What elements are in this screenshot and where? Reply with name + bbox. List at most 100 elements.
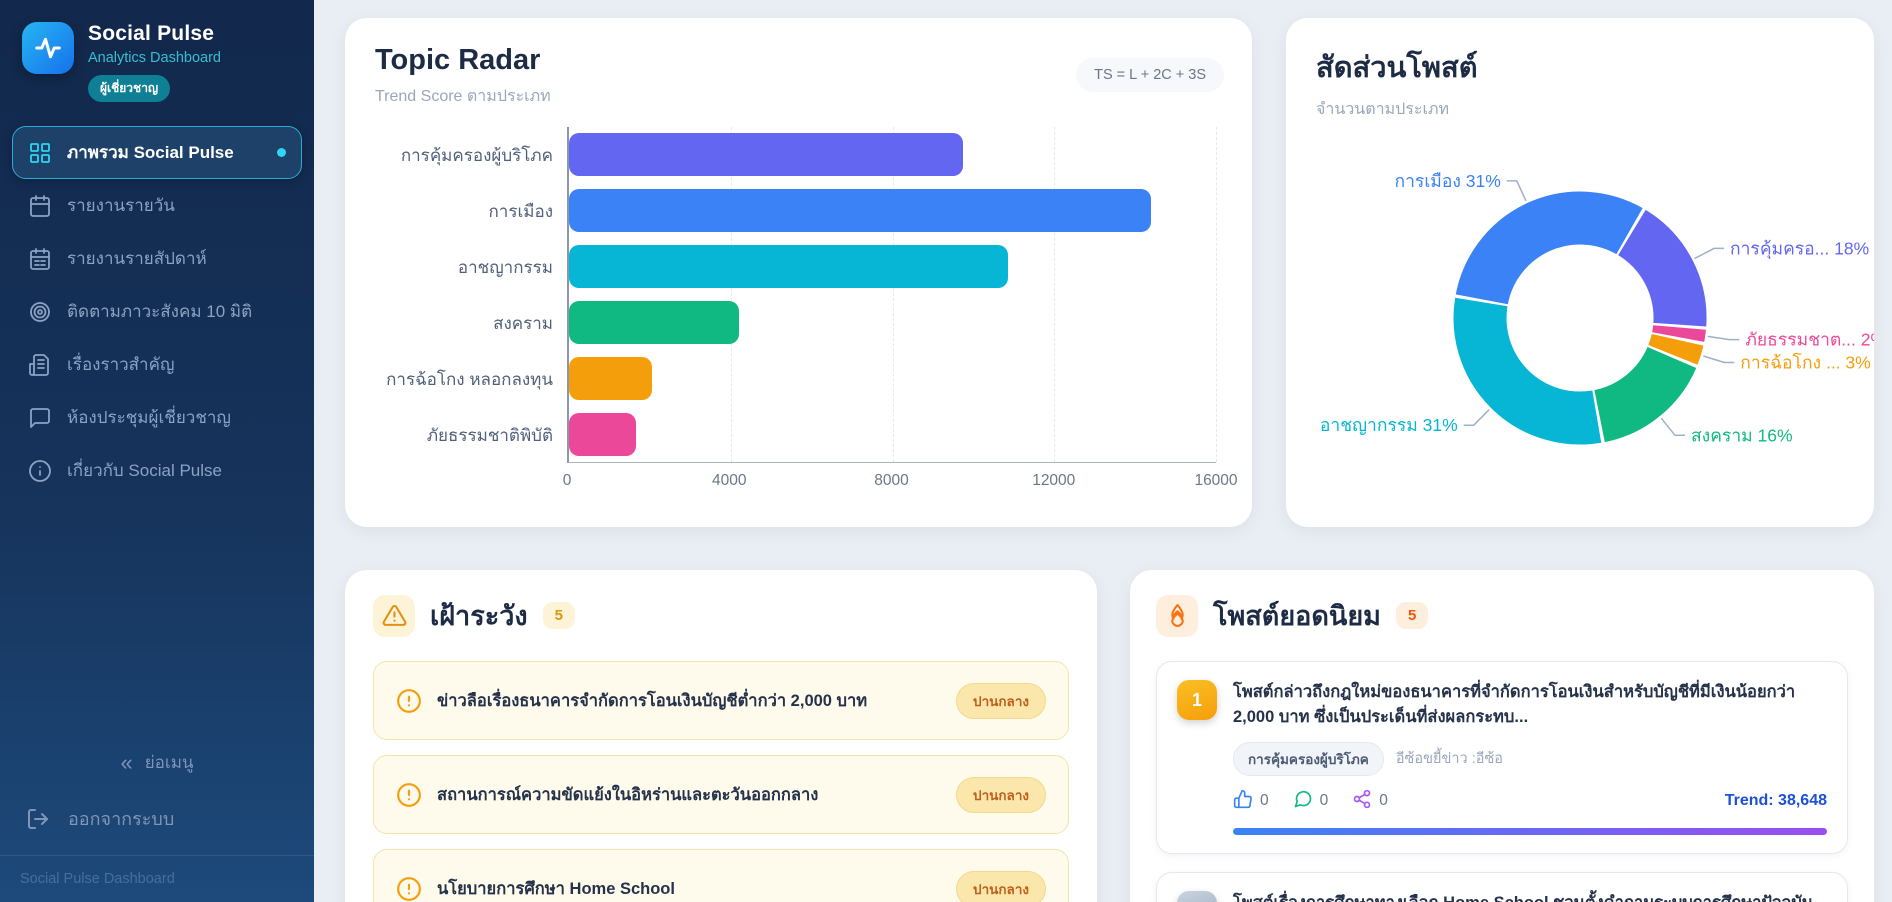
target-icon <box>28 300 52 324</box>
bar-category-label: การฉ้อโกง หลอกลงทุน <box>386 369 553 389</box>
sidebar-nav-item[interactable]: ภาพรวม Social Pulse <box>12 126 302 179</box>
topic-radar-subtitle: Trend Score ตามประเภท <box>375 88 551 105</box>
sidebar-nav-item[interactable]: เรื่องราวสำคัญ <box>12 338 302 391</box>
post-rank-badge: 1 <box>1177 680 1217 720</box>
watchlist-items: ข่าวลือเรื่องธนาคารจำกัดการโอนเงินบัญชีต… <box>373 661 1069 902</box>
sidebar-spacer <box>0 497 314 739</box>
post-trend-value: Trend: 38,648 <box>1724 792 1827 809</box>
sidebar-nav-label: เกี่ยวกับ Social Pulse <box>67 461 222 480</box>
bar-5 <box>569 413 636 456</box>
user-role-badge: ผู้เชี่ยวชาญ <box>88 75 171 102</box>
x-axis-ticks: 0 4000 8000 12000 16000 <box>563 472 1238 498</box>
sidebar-nav-item[interactable]: เกี่ยวกับ Social Pulse <box>12 444 302 497</box>
news-icon <box>28 353 52 377</box>
donut-label: การฉ้อโกง ... 3% <box>1740 353 1870 373</box>
sidebar: Social Pulse Analytics Dashboard ผู้เชี่… <box>0 0 314 902</box>
logout-label: ออกจากระบบ <box>68 809 175 829</box>
sidebar-nav-label: รายงานรายสัปดาห์ <box>67 249 207 268</box>
pulse-icon <box>35 37 61 59</box>
post-item[interactable]: 2 โพสต์เรื่องการศึกษาทางเลือก Home Schoo… <box>1156 871 1848 902</box>
watchlist-item-text: ข่าวลือเรื่องธนาคารจำกัดการโอนเงินบัญชีต… <box>437 691 868 710</box>
bar-3 <box>569 301 739 344</box>
post-item[interactable]: 1 โพสต์กล่าวถึงกฎใหม่ของธนาคารที่จำกัดกา… <box>1156 661 1848 854</box>
topic-radar-card: Topic Radar Trend Score ตามประเภท TS = L… <box>345 18 1252 527</box>
post-text: โพสต์เรื่องการศึกษาทางเลือก Home School … <box>1233 891 1827 902</box>
donut-label: อาชญากรรม 31% <box>1320 415 1458 435</box>
share-count: 0 <box>1379 792 1388 809</box>
comment-count: 0 <box>1319 792 1329 809</box>
thumbs-up-icon <box>1233 789 1253 814</box>
brand-block: Social Pulse Analytics Dashboard ผู้เชี่… <box>0 0 314 112</box>
post-text: โพสต์กล่าวถึงกฎใหม่ของธนาคารที่จำกัดการโ… <box>1233 683 1796 726</box>
donut-label-line <box>1707 335 1740 341</box>
watchlist-title: เฝ้าระวัง <box>430 601 528 631</box>
bar-2 <box>569 245 1008 288</box>
top-posts-list: 1 โพสต์กล่าวถึงกฎใหม่ของธนาคารที่จำกัดกา… <box>1156 661 1848 902</box>
calendar-week-icon <box>28 247 52 271</box>
grid-icon <box>28 141 52 165</box>
main-content: Topic Radar Trend Score ตามประเภท TS = L… <box>314 0 1892 902</box>
alert-circle-icon <box>396 876 422 902</box>
watchlist-count-badge: 5 <box>542 602 575 629</box>
flame-icon <box>1156 594 1198 637</box>
alert-circle-icon <box>396 688 422 714</box>
donut-label-line <box>1660 417 1685 437</box>
donut-label-line <box>1694 247 1724 260</box>
watchlist-card: เฝ้าระวัง 5 ข่าวลือเรื่องธนาคารจำกัดการโ… <box>345 570 1097 902</box>
top-posts-title: โพสต์ยอดนิยม <box>1213 601 1381 631</box>
collapse-menu-button[interactable]: « ย่อเมนู <box>0 739 314 790</box>
x-tick-label: 12000 <box>1032 472 1076 489</box>
bar-1 <box>569 189 1152 232</box>
top-posts-count-badge: 5 <box>1395 602 1429 629</box>
bar-4 <box>569 357 652 400</box>
watchlist-item[interactable]: สถานการณ์ความขัดแย้งในอิหร่านและตะวันออก… <box>373 755 1069 834</box>
sidebar-nav-label: เรื่องราวสำคัญ <box>67 355 175 374</box>
bar-category-label: อาชญากรรม <box>457 257 553 277</box>
post-share-title: สัดส่วนโพสต์ <box>1316 52 1478 84</box>
watchlist-item-text: สถานการณ์ความขัดแย้งในอิหร่านและตะวันออก… <box>437 785 819 804</box>
warning-triangle-icon <box>373 594 415 637</box>
logout-button[interactable]: ออกจากระบบ <box>0 790 314 855</box>
donut-label: สงคราม 16% <box>1691 425 1793 445</box>
donut-slice-1 <box>1617 209 1707 327</box>
bar-0 <box>569 133 964 176</box>
comment-icon <box>1293 789 1313 814</box>
logout-icon <box>28 808 48 829</box>
collapse-menu-label: ย่อเมนู <box>144 753 194 772</box>
x-tick-label: 4000 <box>712 472 747 489</box>
watchlist-item[interactable]: ข่าวลือเรื่องธนาคารจำกัดการโอนเงินบัญชีต… <box>373 661 1069 740</box>
post-source: อีซ้อขยี้ข่าว :อีซ้อ <box>1395 751 1504 767</box>
donut-slice-5 <box>1453 297 1602 445</box>
alert-circle-icon <box>396 782 422 808</box>
bar-category-label: ภัยธรรมชาติพิบัติ <box>426 425 553 445</box>
donut-label: การคุ้มครอ... 18% <box>1730 238 1869 259</box>
watchlist-item-text: นโยบายการศึกษา Home School <box>437 879 675 898</box>
donut-slice-2 <box>1652 324 1706 342</box>
sidebar-nav-item[interactable]: รายงานรายวัน <box>12 179 302 232</box>
bar-plot: 0 4000 8000 12000 16000 <box>563 127 1238 511</box>
sidebar-nav-label: ภาพรวม Social Pulse <box>67 143 234 162</box>
trend-score-formula-badge: TS = L + 2C + 3S <box>1076 58 1224 92</box>
app-subtitle: Analytics Dashboard <box>88 50 221 66</box>
post-category-tag[interactable]: การคุ้มครองผู้บริโภค <box>1233 741 1384 776</box>
bar-category-label: การเมือง <box>488 201 554 221</box>
sidebar-nav-item[interactable]: ห้องประชุมผู้เชี่ยวชาญ <box>12 391 302 444</box>
sidebar-nav-item[interactable]: ติดตามภาวะสังคม 10 มิติ <box>12 285 302 338</box>
donut-slice-4 <box>1593 346 1697 443</box>
severity-badge: ปานกลาง <box>956 776 1046 813</box>
x-tick-label: 8000 <box>874 472 909 489</box>
chat-icon <box>28 406 52 430</box>
sidebar-nav-label: ห้องประชุมผู้เชี่ยวชาญ <box>67 408 231 427</box>
like-count: 0 <box>1260 792 1269 809</box>
post-share-subtitle: จำนวนตามประเภท <box>1316 101 1450 118</box>
bar-category-label: การคุ้มครองผู้บริโภค <box>400 145 553 165</box>
topic-radar-bar-chart: การคุ้มครองผู้บริโภคการเมืองอาชญากรรมสงค… <box>375 127 1238 511</box>
bar-category-label: สงคราม <box>493 313 553 333</box>
sidebar-nav-item[interactable]: รายงานรายสัปดาห์ <box>12 232 302 285</box>
app-logo <box>22 22 74 74</box>
x-tick-label: 0 <box>562 472 572 489</box>
bar-category-labels: การคุ้มครองผู้บริโภคการเมืองอาชญากรรมสงค… <box>375 127 567 511</box>
share-icon <box>1352 789 1372 814</box>
gridline <box>1054 127 1056 462</box>
watchlist-item[interactable]: นโยบายการศึกษา Home School ปานกลาง <box>373 849 1069 902</box>
